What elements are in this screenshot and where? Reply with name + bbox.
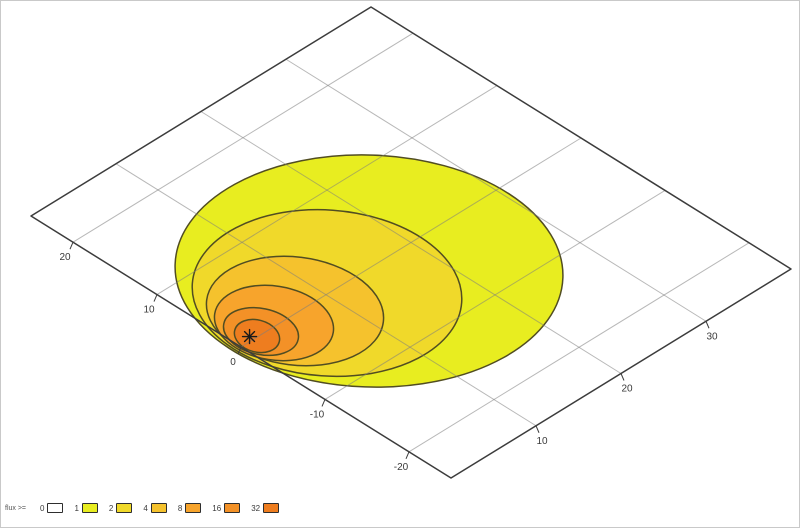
legend-value: 16 <box>212 503 222 513</box>
legend-title: flux >= <box>5 504 27 512</box>
tick-x-10 <box>535 425 540 433</box>
legend-swatch <box>263 503 280 513</box>
gridline-y-20 <box>72 32 414 243</box>
legend-item-8: 8 <box>177 503 202 513</box>
legend-swatch <box>224 503 241 513</box>
legend-value: 0 <box>40 503 45 513</box>
legend-item-2: 2 <box>108 503 133 513</box>
tick-label-y-0: 0 <box>230 357 236 368</box>
legend-value: 4 <box>143 503 148 513</box>
legend-value: 2 <box>108 503 114 513</box>
legend-item-0: 0 <box>40 503 64 513</box>
legend: flux >= 0 1 2 4 8 16 32 <box>5 503 280 513</box>
legend-value: 1 <box>74 503 79 513</box>
tick-y-20 <box>69 242 74 250</box>
contour-plot: 10 20 30 20 10 0 -10 -20 <box>30 6 792 479</box>
tick-label-y--20: -20 <box>394 462 409 473</box>
tick-label-x-20: 20 <box>621 384 633 395</box>
gridline-y--20 <box>408 242 750 453</box>
legend-item-4: 4 <box>143 503 167 513</box>
tick-x-30 <box>705 321 710 329</box>
tick-label-y-20: 20 <box>59 252 71 263</box>
legend-swatch <box>116 503 133 513</box>
legend-item-32: 32 <box>251 503 280 513</box>
legend-value: 32 <box>251 503 261 513</box>
gridline-y-10 <box>156 85 498 296</box>
gridline-y--10 <box>324 189 666 400</box>
plot-panel-border <box>30 6 792 479</box>
legend-swatch <box>150 503 167 513</box>
legend-swatch <box>81 503 98 513</box>
gridline-y-0 <box>240 137 582 348</box>
tick-label-x-30: 30 <box>706 331 718 342</box>
tick-y-0 <box>237 346 242 355</box>
legend-item-1: 1 <box>74 503 98 513</box>
tick-y--20 <box>405 451 410 459</box>
legend-swatch <box>185 503 202 513</box>
legend-item-16: 16 <box>212 503 241 513</box>
tick-label-x-10: 10 <box>536 436 548 447</box>
legend-value: 8 <box>177 503 183 513</box>
tick-label-y-10: 10 <box>143 305 155 316</box>
tick-y--10 <box>321 399 326 407</box>
legend-items: 0 1 2 4 8 16 32 <box>40 503 280 513</box>
tick-label-y--10: -10 <box>310 409 325 420</box>
tick-x-20 <box>620 373 625 381</box>
tick-y-10 <box>153 294 158 302</box>
source-marker-asterisk <box>243 330 256 343</box>
legend-swatch <box>47 503 64 513</box>
